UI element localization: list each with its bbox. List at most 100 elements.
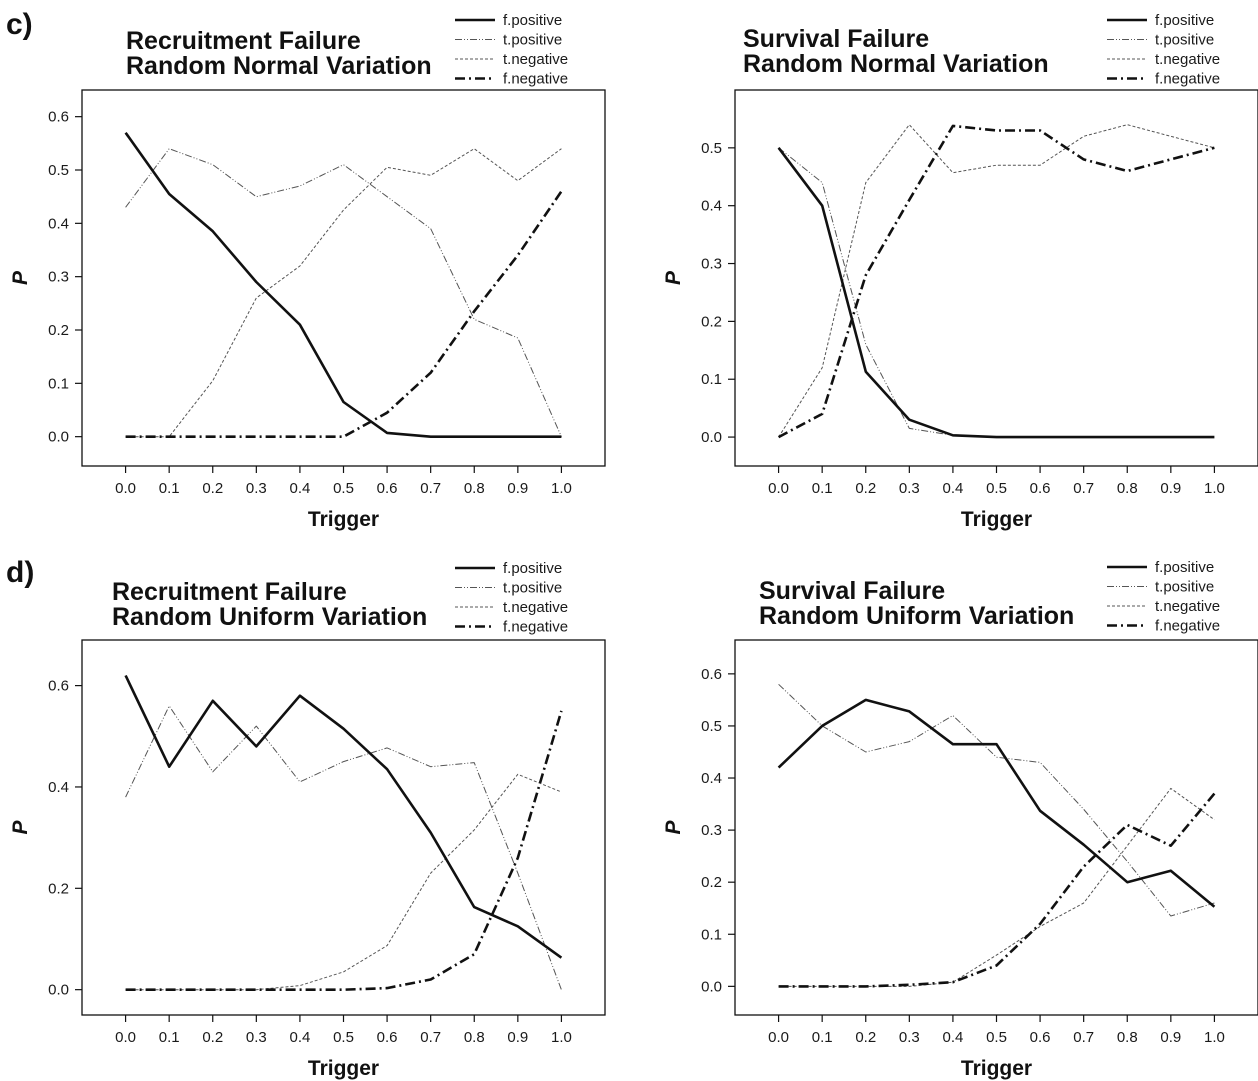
series-line-t-positive: [125, 148, 562, 437]
x-axis-label: Trigger: [961, 508, 1032, 531]
legend-label: t.negative: [1155, 51, 1220, 68]
series-line-t-positive: [778, 683, 1215, 917]
series-line-f-positive: [124, 131, 562, 439]
x-tick-label: 1.0: [1204, 1029, 1225, 1046]
y-tick-label: 0.3: [701, 256, 722, 273]
y-tick-label: 0.3: [48, 269, 69, 286]
y-tick-label: 0.2: [701, 313, 722, 330]
legend-label: f.positive: [503, 12, 562, 29]
y-tick-label: 0.4: [48, 215, 69, 232]
series-line-f-negative: [777, 124, 1215, 439]
x-tick-label: 0.1: [812, 1029, 833, 1046]
series-line-f-negative: [778, 792, 1216, 988]
x-tick-label: 0.2: [202, 480, 223, 497]
x-tick-label: 0.7: [420, 480, 441, 497]
chart-title-line: Survival Failure: [759, 577, 945, 605]
series-line-t-negative: [125, 773, 562, 991]
x-tick-label: 0.9: [1160, 1029, 1181, 1046]
x-tick-label: 1.0: [551, 1029, 572, 1046]
y-tick-label: 0.2: [48, 322, 69, 339]
series-line-t-negative: [778, 124, 1215, 438]
x-tick-label: 0.6: [1030, 480, 1051, 497]
x-tick-label: 0.4: [289, 1029, 310, 1046]
panel-label-d: d): [6, 556, 34, 589]
y-tick-label: 0.5: [48, 162, 69, 179]
x-tick-label: 0.0: [768, 1029, 789, 1046]
x-tick-label: 0.2: [202, 1029, 223, 1046]
series-line-t-negative: [125, 148, 562, 438]
y-axis-label: P: [9, 270, 32, 285]
x-tick-label: 0.5: [986, 1029, 1007, 1046]
x-tick-label: 0.9: [507, 1029, 528, 1046]
y-tick-label: 0.4: [701, 770, 722, 787]
x-tick-label: 0.9: [507, 480, 528, 497]
legend-label: f.negative: [503, 619, 568, 636]
legend-label: t.negative: [503, 51, 568, 68]
series-line-f-positive: [124, 674, 563, 959]
x-tick-label: 0.7: [420, 1029, 441, 1046]
x-tick-label: 0.1: [159, 480, 180, 497]
plot-frame: [734, 89, 1258, 467]
plot-frame: [81, 89, 606, 467]
legend-label: t.positive: [503, 580, 562, 597]
y-tick-label: 0.0: [48, 982, 69, 999]
chart-title-line: Recruitment Failure: [112, 578, 347, 606]
chart-0: 0.0 0.1 0.2 0.3 0.4 0.5 0.6 0.0 0.1 0.2 0.3 0.4 0.5 0…: [9, 12, 606, 531]
y-tick-label: 0.1: [701, 926, 722, 943]
x-tick-label: 0.5: [333, 1029, 354, 1046]
x-tick-label: 0.3: [246, 480, 267, 497]
y-tick-label: 0.1: [48, 375, 69, 392]
legend-label: f.positive: [1155, 559, 1214, 576]
series-line-t-positive: [125, 705, 562, 990]
series-line-t-negative: [778, 787, 1215, 987]
x-tick-label: 0.4: [942, 480, 963, 497]
x-tick-label: 0.8: [1117, 480, 1138, 497]
chart-title-line: Random Uniform Variation: [112, 603, 427, 631]
legend-label: t.negative: [1155, 598, 1220, 615]
x-tick-label: 0.8: [1117, 1029, 1138, 1046]
x-tick-label: 0.5: [333, 480, 354, 497]
chart-3: 0.0 0.1 0.2 0.3 0.4 0.5 0.6 0.0 0.1 0.2 0.3 0.4 0.5 0…: [662, 559, 1258, 1080]
x-tick-label: 0.3: [246, 1029, 267, 1046]
chart-title-line: Random Uniform Variation: [759, 602, 1074, 630]
y-tick-label: 0.4: [48, 779, 69, 796]
chart-title-line: Random Normal Variation: [126, 52, 432, 80]
x-tick-label: 0.3: [899, 1029, 920, 1046]
series-line-f-negative: [125, 710, 563, 992]
x-tick-label: 0.8: [464, 480, 485, 497]
x-tick-label: 0.8: [464, 1029, 485, 1046]
y-tick-label: 0.5: [701, 140, 722, 157]
x-tick-label: 0.0: [115, 480, 136, 497]
x-tick-label: 0.7: [1073, 480, 1094, 497]
chart-1: 0.0 0.1 0.2 0.3 0.4 0.5 0.0 0.1 0.2 0.3 0.4 0.5 0.6 0…: [662, 12, 1258, 531]
x-tick-label: 0.6: [377, 1029, 398, 1046]
y-tick-label: 0.6: [48, 678, 69, 695]
series-line-f-positive: [777, 698, 1216, 908]
y-tick-label: 0.4: [701, 198, 722, 215]
plot-frame: [734, 639, 1258, 1016]
x-tick-label: 0.1: [159, 1029, 180, 1046]
plot-frame: [81, 639, 606, 1016]
y-axis-label: P: [9, 820, 32, 835]
chart-title-line: Random Normal Variation: [743, 50, 1049, 78]
chart-title-line: Survival Failure: [743, 25, 929, 53]
x-tick-label: 0.6: [377, 480, 398, 497]
x-tick-label: 0.4: [942, 1029, 963, 1046]
x-axis-label: Trigger: [308, 1057, 379, 1080]
y-tick-label: 0.0: [48, 429, 69, 446]
y-tick-label: 0.3: [701, 822, 722, 839]
x-tick-label: 0.7: [1073, 1029, 1094, 1046]
legend-label: f.positive: [1155, 12, 1214, 29]
x-tick-label: 1.0: [1204, 480, 1225, 497]
x-tick-label: 0.9: [1160, 480, 1181, 497]
y-tick-label: 0.2: [48, 880, 69, 897]
y-tick-label: 0.5: [701, 718, 722, 735]
x-axis-label: Trigger: [308, 508, 379, 531]
x-axis-label: Trigger: [961, 1057, 1032, 1080]
series-line-f-positive: [777, 147, 1215, 439]
x-tick-label: 0.1: [812, 480, 833, 497]
x-tick-label: 0.5: [986, 480, 1007, 497]
charts: 0.0 0.1 0.2 0.3 0.4 0.5 0.6 0.0 0.1 0.2 0.3 0.4 0.5 0…: [9, 12, 1258, 1080]
legend-label: t.positive: [1155, 579, 1214, 596]
